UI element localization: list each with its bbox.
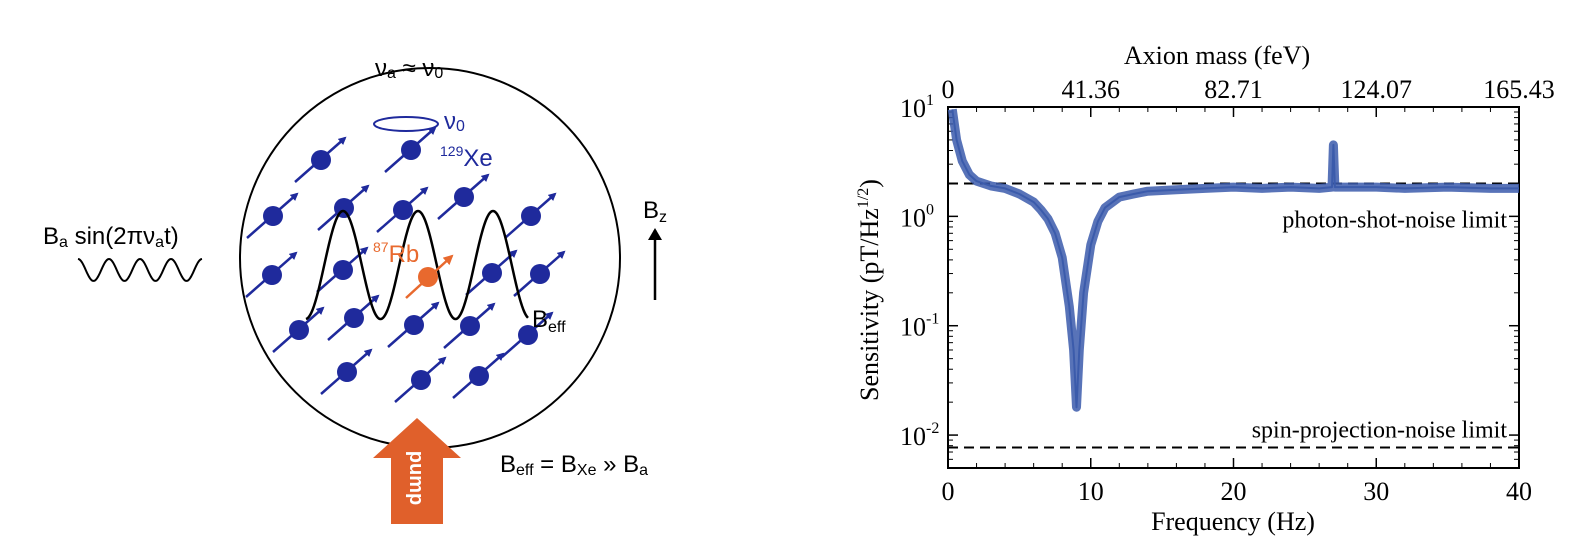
pump-arrow (373, 418, 461, 524)
top-tick-label: 41.36 (1062, 75, 1121, 104)
xe-atom (460, 316, 480, 336)
beff-label: Beff (532, 306, 566, 336)
xe-atom (518, 325, 538, 345)
x-tick-label: 10 (1078, 477, 1104, 506)
xe-atom (393, 200, 413, 220)
plot-frame (947, 106, 1520, 469)
series-layer (947, 108, 1519, 412)
sensitivity-chart: 0 10 20 30 40 0 41.36 82.71 124.07 165.43 101 100 10… (855, 41, 1555, 536)
y-tick-label: 100 (900, 201, 934, 232)
xe-spins (245, 126, 566, 403)
y-axis-title: Sensitivity (pT/Hz1/2) (855, 179, 884, 401)
sensitivity-series-core (951, 109, 1519, 409)
xe-atom (401, 140, 421, 160)
major-ticks (947, 106, 1520, 468)
xe-atom (311, 150, 331, 170)
field-equation: Beff = BXe » Ba (500, 451, 648, 479)
effective-field-wave (305, 209, 529, 321)
pump-label: pump (405, 451, 427, 505)
top-tick-label: 82.71 (1204, 75, 1263, 104)
axion-field-wave (77, 257, 203, 282)
xe-atom (469, 366, 489, 386)
top-tick-label: 0 (942, 75, 955, 104)
xe-label: 129Xe (440, 143, 493, 172)
xe-atom (404, 315, 424, 335)
xe-atom (344, 308, 364, 328)
bz-label: Bz (643, 197, 667, 226)
spin-diagram: νa ≈ ν0 ν0 129Xe Beff 87Rb Ba sin(2πνat) (43, 55, 667, 524)
xe-atom (263, 206, 283, 226)
resonance-condition-label: νa ≈ ν0 (375, 55, 443, 82)
rb-label: 87Rb (373, 239, 419, 268)
sensitivity-series-line (947, 108, 1519, 412)
rb-atom (405, 254, 454, 299)
xe-atom (530, 264, 550, 284)
y-tick-label: 10-2 (900, 420, 939, 451)
xe-atom (482, 263, 502, 283)
vapor-cell (239, 67, 621, 449)
reference-labels: photon-shot-noise limit spin-projection-n… (1252, 207, 1508, 443)
reference-line-label: photon-shot-noise limit (1282, 207, 1507, 233)
xe-atom (333, 260, 353, 280)
precession-orbit (373, 116, 439, 132)
x-tick-label: 20 (1221, 477, 1247, 506)
xe-atom (521, 206, 541, 226)
x-tick-label: 30 (1363, 477, 1389, 506)
y-tick-label: 101 (900, 92, 934, 123)
top-axis-title: Axion mass (feV) (1124, 41, 1310, 70)
axion-field-label: Ba sin(2πνat) (43, 223, 179, 251)
precession-frequency-label: ν0 (444, 108, 465, 135)
xe-atom (337, 362, 357, 382)
minor-ticks (948, 107, 1519, 469)
top-tick-label: 165.43 (1483, 75, 1555, 104)
xe-atom (262, 265, 282, 285)
reference-line-label: spin-projection-noise limit (1252, 417, 1508, 443)
x-tick-label: 40 (1506, 477, 1532, 506)
xe-atom (411, 370, 431, 390)
xe-atom (454, 187, 474, 207)
top-tick-label: 124.07 (1341, 75, 1413, 104)
xe-atom (289, 320, 309, 340)
y-tick-label: 10-1 (900, 311, 939, 342)
x-tick-label: 0 (942, 477, 955, 506)
tick-labels: 0 10 20 30 40 0 41.36 82.71 124.07 165.43 101 100 10… (900, 75, 1555, 506)
x-axis-title: Frequency (Hz) (1151, 507, 1315, 536)
